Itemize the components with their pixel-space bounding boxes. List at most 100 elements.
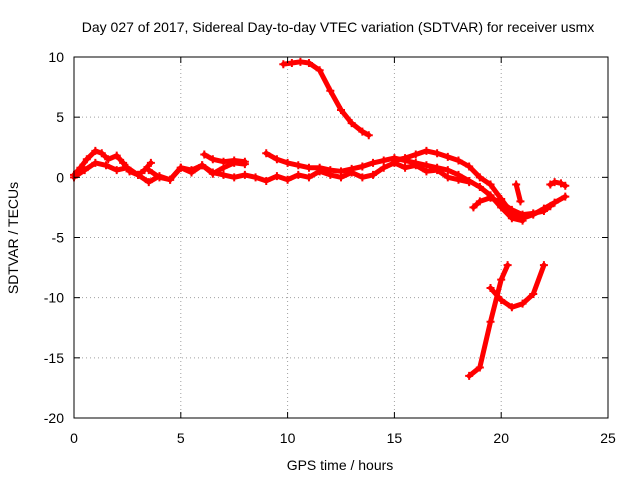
- data-point-marker: [294, 170, 303, 179]
- data-point-marker: [304, 173, 313, 182]
- data-point-marker: [82, 155, 91, 164]
- data-point-marker: [465, 162, 474, 171]
- data-point-marker: [208, 168, 217, 177]
- data-point-marker: [546, 180, 555, 189]
- data-point-marker: [465, 176, 474, 185]
- data-point-marker: [507, 303, 516, 312]
- data-point-marker: [561, 181, 570, 190]
- data-point-marker: [422, 161, 431, 170]
- data-point-marker: [296, 57, 305, 66]
- data-point-marker: [539, 261, 548, 270]
- data-point-marker: [146, 158, 155, 167]
- y-tick-label: -20: [44, 410, 64, 426]
- data-point-marker: [198, 161, 207, 170]
- data-point-marker: [326, 86, 335, 95]
- data-point-marker: [550, 198, 559, 207]
- data-point-marker: [497, 296, 506, 305]
- x-axis-label: GPS time / hours: [287, 457, 394, 473]
- data-point-marker: [240, 157, 249, 166]
- y-tick-label: 5: [56, 109, 64, 125]
- data-point-marker: [454, 156, 463, 165]
- data-point-marker: [287, 59, 296, 68]
- data-point-marker: [518, 210, 527, 219]
- y-tick-label: 0: [56, 169, 64, 185]
- data-point-marker: [283, 158, 292, 167]
- data-point-marker: [475, 182, 484, 191]
- data-point-marker: [401, 154, 410, 163]
- data-point-marker: [529, 209, 538, 218]
- data-point-marker: [91, 158, 100, 167]
- y-tick-label: -15: [44, 350, 64, 366]
- data-point-marker: [251, 173, 260, 182]
- series-layer: [70, 57, 570, 380]
- data-point-marker: [155, 173, 164, 182]
- data-point-marker: [347, 164, 356, 173]
- data-point-marker: [546, 202, 555, 211]
- data-point-marker: [503, 261, 512, 270]
- data-point-marker: [486, 180, 495, 189]
- data-point-marker: [443, 152, 452, 161]
- data-point-marker: [80, 166, 89, 175]
- data-point-marker: [486, 317, 495, 326]
- data-point-marker: [347, 119, 356, 128]
- data-point-marker: [166, 175, 175, 184]
- data-point-marker: [401, 163, 410, 172]
- data-point-marker: [369, 170, 378, 179]
- data-point-marker: [337, 105, 345, 114]
- data-point-marker: [97, 149, 106, 158]
- y-tick-label: -10: [44, 290, 64, 306]
- data-point-marker: [454, 170, 463, 179]
- tick-layer: 0 5 10 15 20 25 -20 -15 -10 -5 0 5 10: [44, 49, 616, 446]
- data-point-marker: [379, 156, 388, 165]
- x-tick-label: 25: [600, 430, 616, 446]
- data-point-marker: [529, 290, 538, 299]
- data-point-marker: [304, 59, 313, 68]
- data-point-marker: [240, 170, 249, 179]
- data-point-marker: [230, 156, 239, 165]
- data-point-marker: [315, 163, 324, 172]
- data-point-marker: [550, 178, 559, 187]
- data-point-marker: [337, 167, 345, 176]
- data-point-marker: [219, 170, 228, 179]
- data-point-marker: [433, 149, 442, 158]
- x-tick-label: 15: [387, 430, 403, 446]
- data-point-marker: [279, 60, 288, 69]
- data-point-marker: [475, 173, 484, 182]
- data-point-marker: [390, 156, 399, 165]
- data-point-marker: [262, 176, 271, 185]
- data-point-marker: [507, 205, 516, 214]
- x-tick-label: 5: [177, 430, 185, 446]
- data-point-marker: [516, 197, 525, 206]
- data-point-marker: [187, 168, 196, 177]
- data-point-marker: [497, 198, 506, 207]
- data-point-marker: [469, 203, 478, 212]
- series-line-arc-10: [280, 59, 372, 138]
- data-point-marker: [102, 161, 111, 170]
- x-tick-label: 0: [70, 430, 78, 446]
- data-point-marker: [443, 173, 452, 182]
- data-point-marker: [475, 363, 484, 372]
- data-point-marker: [134, 170, 143, 179]
- data-point-marker: [144, 178, 153, 187]
- data-point-marker: [326, 166, 335, 175]
- data-point-marker: [315, 66, 324, 75]
- data-point-marker: [262, 149, 271, 158]
- data-point-marker: [443, 166, 452, 175]
- data-point-marker: [294, 161, 303, 170]
- series-line-arc-12: [488, 262, 547, 310]
- data-point-marker: [475, 197, 484, 206]
- data-point-marker: [557, 179, 566, 188]
- data-point-marker: [112, 166, 121, 175]
- data-point-marker: [230, 173, 239, 182]
- data-point-marker: [518, 299, 527, 308]
- data-point-marker: [411, 158, 420, 167]
- data-point-marker: [283, 175, 292, 184]
- data-point-marker: [433, 163, 442, 172]
- data-point-marker: [486, 284, 495, 293]
- data-point-marker: [539, 207, 548, 216]
- x-tick-label: 10: [280, 430, 296, 446]
- data-point-marker: [208, 155, 217, 164]
- data-point-marker: [358, 173, 367, 182]
